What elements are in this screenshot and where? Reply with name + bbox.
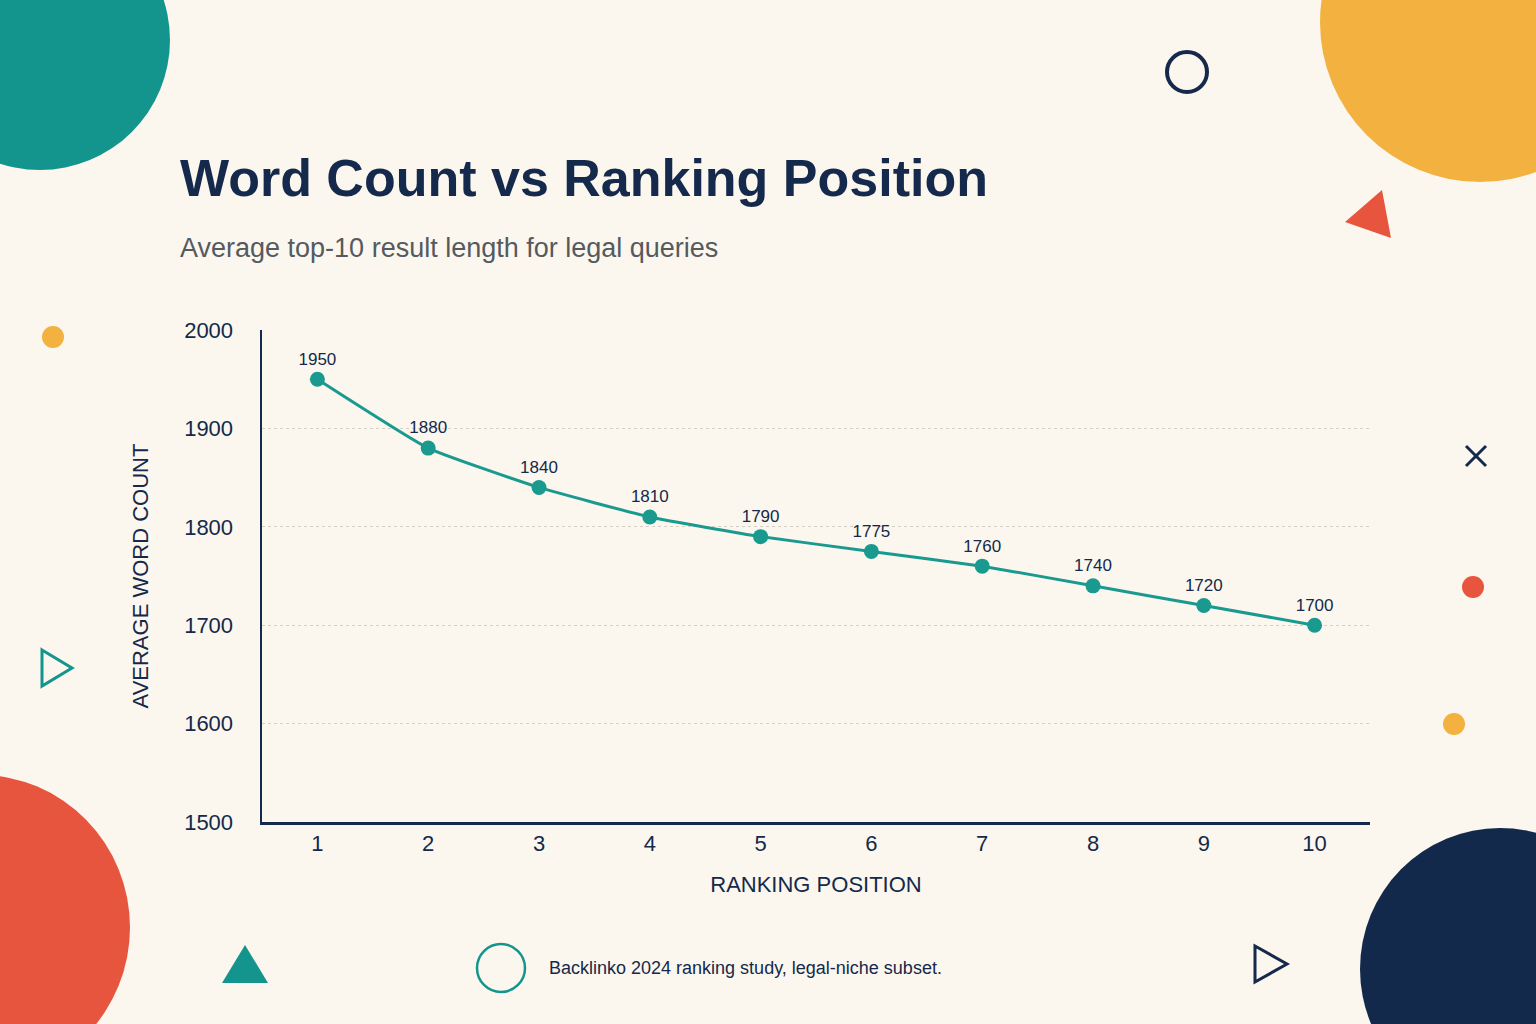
svg-text:RANKING POSITION: RANKING POSITION bbox=[710, 872, 921, 897]
svg-text:1500: 1500 bbox=[184, 810, 233, 835]
svg-text:2000: 2000 bbox=[184, 318, 233, 343]
svg-text:1700: 1700 bbox=[184, 613, 233, 638]
svg-text:1810: 1810 bbox=[631, 487, 669, 506]
svg-text:AVERAGE WORD COUNT: AVERAGE WORD COUNT bbox=[128, 444, 153, 709]
svg-text:7: 7 bbox=[976, 831, 988, 856]
svg-text:Average top-10 result length f: Average top-10 result length for legal q… bbox=[180, 233, 718, 263]
svg-text:1600: 1600 bbox=[184, 711, 233, 736]
svg-text:1720: 1720 bbox=[1185, 576, 1223, 595]
svg-text:Word Count vs Ranking Position: Word Count vs Ranking Position bbox=[180, 149, 988, 207]
svg-text:1740: 1740 bbox=[1074, 556, 1112, 575]
svg-text:2: 2 bbox=[422, 831, 434, 856]
svg-text:1800: 1800 bbox=[184, 515, 233, 540]
svg-text:1775: 1775 bbox=[852, 522, 890, 541]
svg-text:4: 4 bbox=[644, 831, 656, 856]
svg-text:10: 10 bbox=[1302, 831, 1326, 856]
svg-text:6: 6 bbox=[865, 831, 877, 856]
svg-text:1790: 1790 bbox=[742, 507, 780, 526]
svg-text:1880: 1880 bbox=[409, 418, 447, 437]
svg-text:1760: 1760 bbox=[963, 537, 1001, 556]
svg-text:3: 3 bbox=[533, 831, 545, 856]
svg-text:9: 9 bbox=[1198, 831, 1210, 856]
svg-text:Backlinko 2024 ranking study,: Backlinko 2024 ranking study, legal-nich… bbox=[549, 958, 942, 978]
svg-text:1: 1 bbox=[311, 831, 323, 856]
svg-text:1700: 1700 bbox=[1296, 596, 1334, 615]
svg-text:1900: 1900 bbox=[184, 416, 233, 441]
svg-text:1950: 1950 bbox=[298, 350, 336, 369]
svg-text:1840: 1840 bbox=[520, 458, 558, 477]
svg-text:5: 5 bbox=[754, 831, 766, 856]
svg-text:8: 8 bbox=[1087, 831, 1099, 856]
